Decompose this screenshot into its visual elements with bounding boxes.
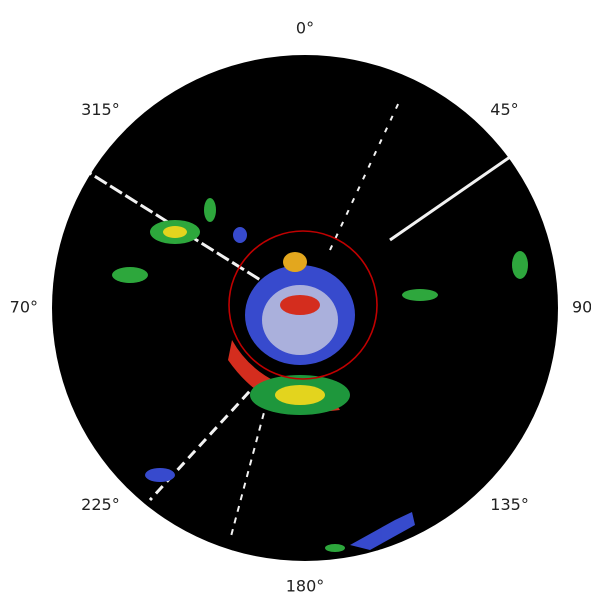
angle-tick-label: 180° [286, 577, 325, 593]
page: 0°45°90135°180°225°70°315° (() => { cons… [0, 0, 591, 593]
echo-blob [233, 227, 247, 243]
chart: 0° 45° 90 135° 180° 225° 70° 315° [0, 0, 591, 593]
angle-tick-label: 45° [490, 100, 518, 119]
echo-blob [275, 385, 325, 405]
angle-tick-label: 0° [296, 19, 314, 38]
echo-blob [145, 468, 175, 482]
angle-tick-label: 90 [572, 298, 591, 317]
angle-tick-label: 70° [10, 298, 38, 317]
echo-blob [204, 198, 216, 222]
echo-blob [283, 252, 307, 272]
angle-tick-label: 135° [490, 495, 529, 514]
angle-tick-label: 225° [81, 495, 120, 514]
echo-blob [325, 544, 345, 552]
echo-blob [112, 267, 148, 283]
echo-blob [512, 251, 528, 279]
echo-blob [280, 295, 320, 315]
echo-blob [402, 289, 438, 301]
plot-area [52, 55, 558, 561]
angle-tick-label: 315° [81, 100, 120, 119]
echo-blob [163, 226, 187, 238]
